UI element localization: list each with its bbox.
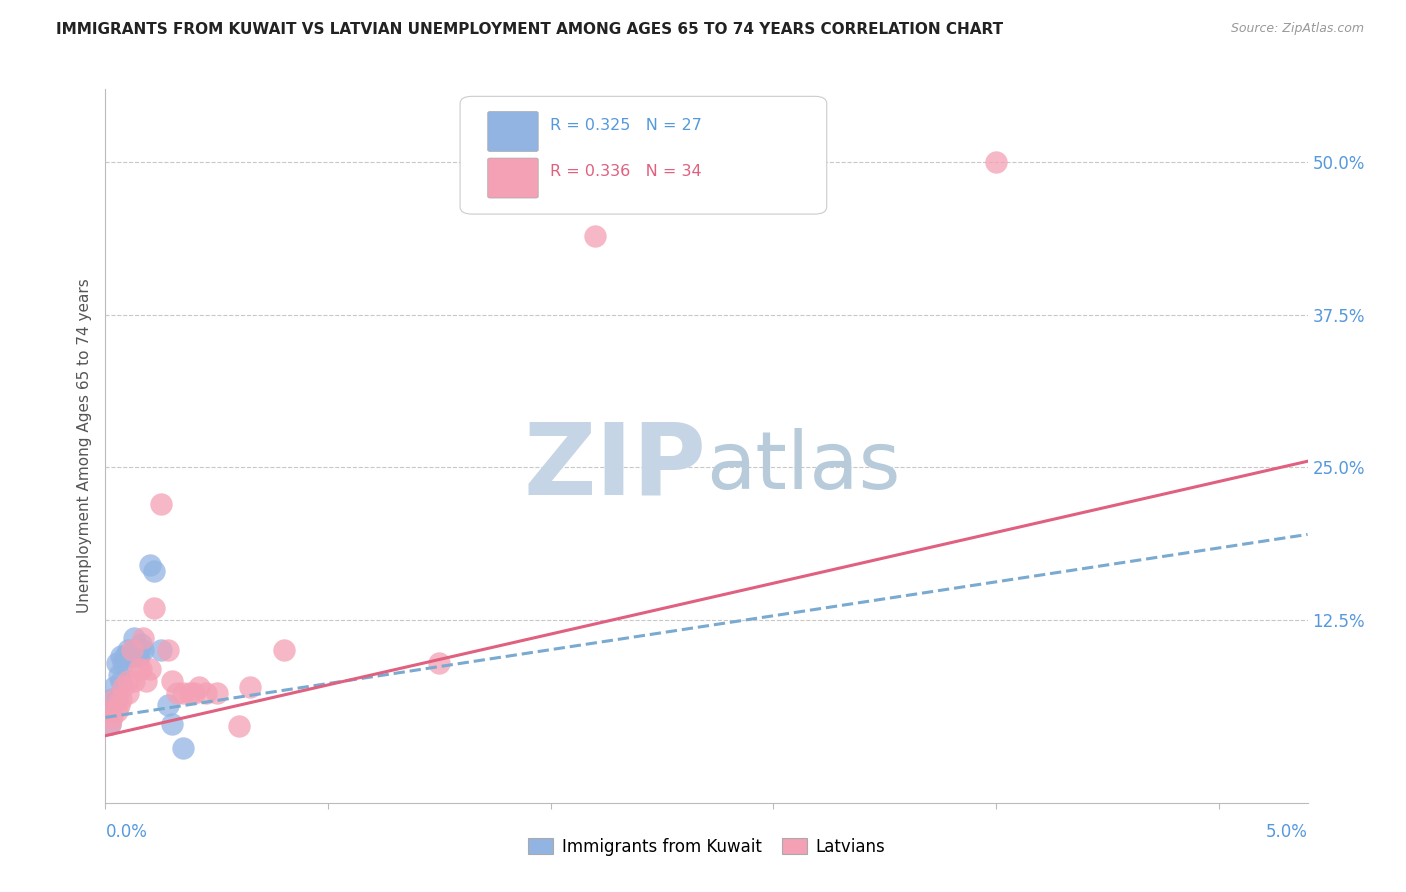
Point — [105, 692, 128, 706]
Point — [98, 716, 121, 731]
Point — [143, 600, 166, 615]
FancyBboxPatch shape — [460, 96, 827, 214]
Point — [139, 662, 162, 676]
Point — [121, 649, 143, 664]
Point — [427, 656, 450, 670]
Point — [228, 719, 250, 733]
Point — [183, 686, 205, 700]
Point — [117, 643, 139, 657]
Point — [172, 686, 194, 700]
Text: 5.0%: 5.0% — [1265, 822, 1308, 840]
Point — [143, 564, 166, 578]
Text: IMMIGRANTS FROM KUWAIT VS LATVIAN UNEMPLOYMENT AMONG AGES 65 TO 74 YEARS CORRELA: IMMIGRANTS FROM KUWAIT VS LATVIAN UNEMPL… — [56, 22, 1004, 37]
Point — [139, 558, 162, 572]
Point — [101, 692, 124, 706]
Point — [124, 631, 146, 645]
FancyBboxPatch shape — [488, 158, 538, 198]
Point — [125, 649, 148, 664]
Point — [121, 643, 143, 657]
Point — [135, 673, 157, 688]
Point — [112, 656, 135, 670]
Legend: Immigrants from Kuwait, Latvians: Immigrants from Kuwait, Latvians — [522, 831, 891, 863]
Text: atlas: atlas — [707, 428, 901, 507]
Point — [205, 686, 228, 700]
Point — [103, 680, 125, 694]
Point — [129, 637, 152, 651]
Text: R = 0.336   N = 34: R = 0.336 N = 34 — [550, 164, 702, 179]
Point — [166, 686, 188, 700]
Point — [150, 643, 173, 657]
Point — [194, 686, 217, 700]
Point — [117, 673, 139, 688]
Point — [110, 649, 132, 664]
Text: ZIP: ZIP — [523, 419, 707, 516]
Point — [110, 673, 132, 688]
Text: Source: ZipAtlas.com: Source: ZipAtlas.com — [1230, 22, 1364, 36]
Point — [98, 716, 121, 731]
Point — [156, 643, 179, 657]
Point — [112, 680, 135, 694]
Point — [583, 228, 606, 243]
Point — [105, 704, 128, 718]
Text: 0.0%: 0.0% — [105, 822, 148, 840]
Point — [97, 704, 120, 718]
Point — [239, 680, 262, 694]
Text: R = 0.325   N = 27: R = 0.325 N = 27 — [550, 118, 702, 133]
Point — [188, 680, 211, 694]
Point — [162, 716, 183, 731]
Point — [179, 686, 201, 700]
Point — [162, 673, 183, 688]
Point — [103, 692, 125, 706]
Point — [124, 643, 146, 657]
Point — [132, 631, 155, 645]
Point — [105, 656, 128, 670]
Point — [129, 662, 152, 676]
Point — [273, 643, 295, 657]
Point — [108, 667, 131, 681]
Y-axis label: Unemployment Among Ages 65 to 74 years: Unemployment Among Ages 65 to 74 years — [76, 278, 91, 614]
Point — [101, 710, 124, 724]
Point — [128, 649, 150, 664]
Point — [156, 698, 179, 713]
Point — [150, 497, 173, 511]
Point — [114, 649, 136, 664]
Point — [97, 698, 120, 713]
FancyBboxPatch shape — [488, 112, 538, 152]
Point — [128, 643, 150, 657]
Point — [117, 649, 139, 664]
Point — [110, 692, 132, 706]
Point — [984, 155, 1007, 169]
Point — [132, 643, 155, 657]
Point — [128, 662, 150, 676]
Point — [124, 673, 146, 688]
Point — [108, 698, 131, 713]
Point — [117, 686, 139, 700]
Point — [172, 740, 194, 755]
